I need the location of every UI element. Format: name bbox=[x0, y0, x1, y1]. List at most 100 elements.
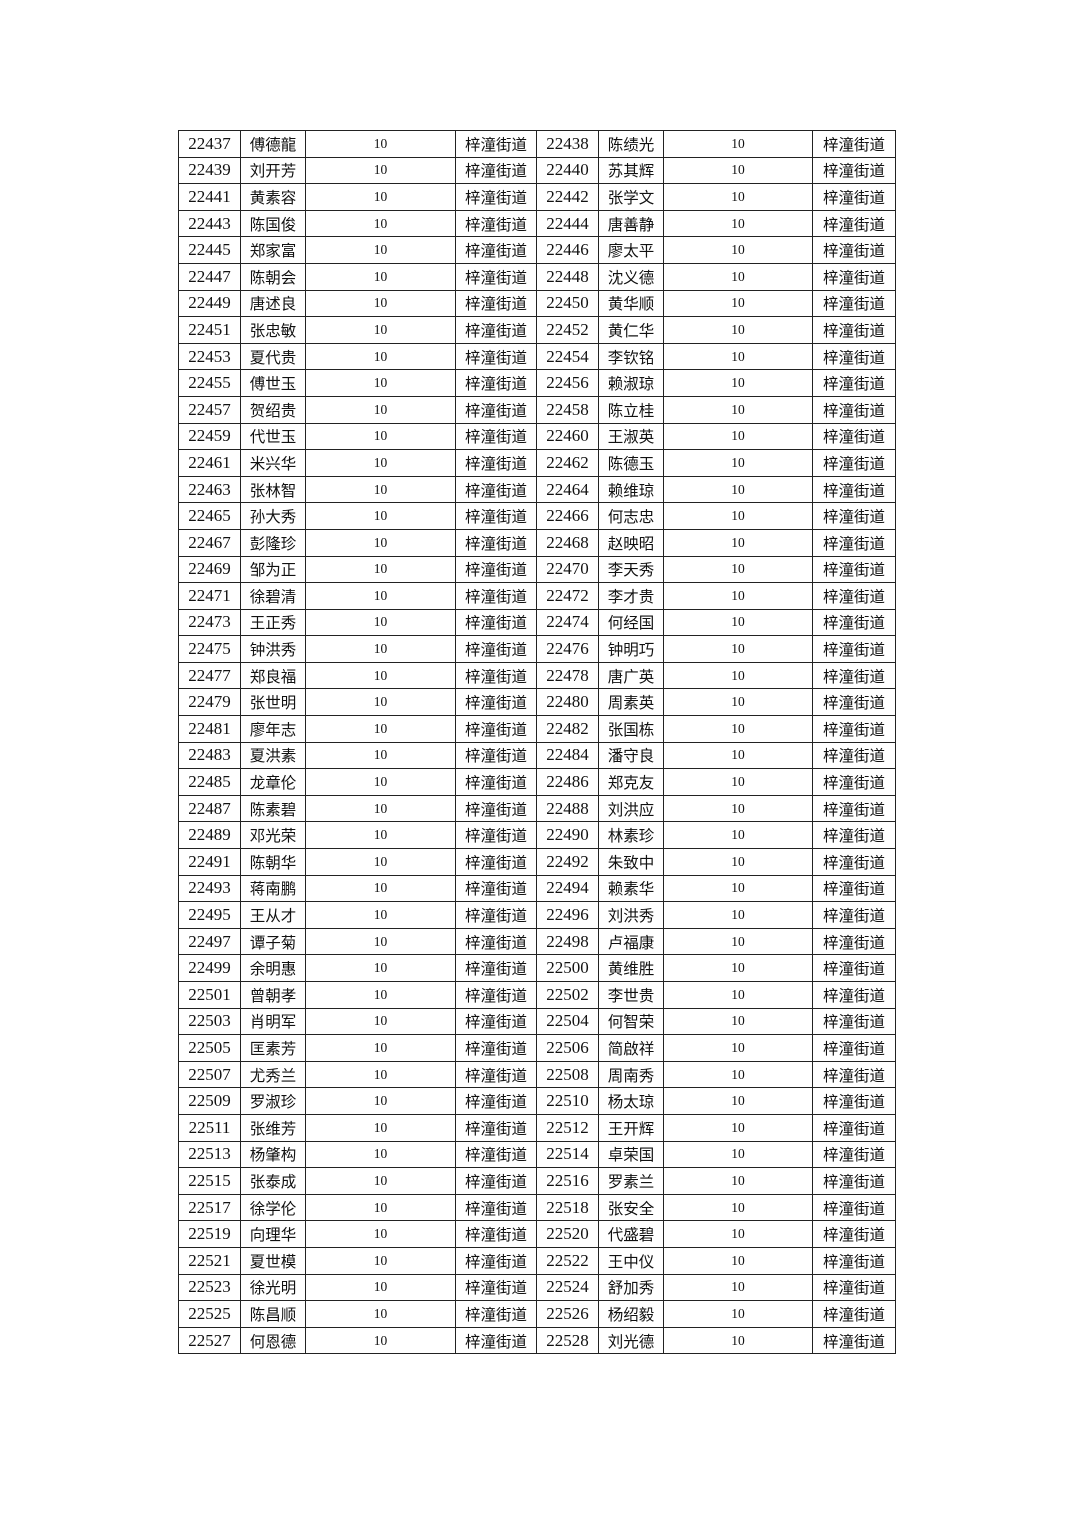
left-amount-cell: 10 bbox=[305, 528, 456, 557]
left-person-name-cell: 郑家富 bbox=[240, 236, 306, 264]
left-street-cell: 梓潼街道 bbox=[455, 661, 537, 690]
left-record-id-cell: 22447 bbox=[178, 262, 241, 291]
right-street-cell: 梓潼街道 bbox=[812, 555, 896, 584]
left-record-id-cell: 22481 bbox=[178, 715, 241, 743]
left-amount-cell: 10 bbox=[305, 874, 456, 903]
table-row: 22507 尤秀兰 10 梓潼街道 22508 周南秀 10 梓潼街道 bbox=[178, 1060, 896, 1089]
left-amount-cell: 10 bbox=[305, 1326, 456, 1355]
left-amount-cell: 10 bbox=[305, 635, 456, 663]
right-amount-cell: 10 bbox=[663, 741, 813, 770]
table-body: 22437 傅德龍 10 梓潼街道 22438 陈绩光 10 梓潼街道 22439 刘开芳 10 梓潼… bbox=[178, 130, 896, 1355]
left-street-cell: 梓潼街道 bbox=[455, 848, 537, 876]
left-person-name-cell: 傅德龍 bbox=[240, 130, 306, 158]
right-record-id-cell: 22454 bbox=[536, 342, 599, 371]
right-street-cell: 梓潼街道 bbox=[812, 502, 896, 530]
right-amount-cell: 10 bbox=[663, 183, 813, 211]
left-amount-cell: 10 bbox=[305, 156, 456, 185]
right-person-name-cell: 李世贵 bbox=[598, 981, 664, 1009]
left-person-name-cell: 陈素碧 bbox=[240, 794, 306, 823]
left-street-cell: 梓潼街道 bbox=[455, 874, 537, 903]
table-row: 22521 夏世模 10 梓潼街道 22522 王中仪 10 梓潼街道 bbox=[178, 1246, 896, 1275]
right-person-name-cell: 何志忠 bbox=[598, 502, 664, 530]
left-street-cell: 梓潼街道 bbox=[455, 715, 537, 743]
right-record-id-cell: 22512 bbox=[536, 1113, 599, 1142]
left-person-name-cell: 向理华 bbox=[240, 1220, 306, 1248]
right-amount-cell: 10 bbox=[663, 1034, 813, 1062]
right-street-cell: 梓潼街道 bbox=[812, 1273, 896, 1302]
right-street-cell: 梓潼街道 bbox=[812, 1034, 896, 1062]
right-street-cell: 梓潼街道 bbox=[812, 661, 896, 690]
left-person-name-cell: 贺绍贵 bbox=[240, 395, 306, 424]
left-street-cell: 梓潼街道 bbox=[455, 209, 537, 238]
left-person-name-cell: 肖明军 bbox=[240, 1007, 306, 1036]
right-street-cell: 梓潼街道 bbox=[812, 954, 896, 982]
table-row: 22497 谭子菊 10 梓潼街道 22498 卢福康 10 梓潼街道 bbox=[178, 927, 896, 956]
right-street-cell: 梓潼街道 bbox=[812, 262, 896, 291]
left-amount-cell: 10 bbox=[305, 901, 456, 929]
right-street-cell: 梓潼街道 bbox=[812, 927, 896, 956]
left-amount-cell: 10 bbox=[305, 794, 456, 823]
right-street-cell: 梓潼街道 bbox=[812, 741, 896, 770]
right-amount-cell: 10 bbox=[663, 635, 813, 663]
right-record-id-cell: 22504 bbox=[536, 1007, 599, 1036]
left-amount-cell: 10 bbox=[305, 1087, 456, 1115]
right-person-name-cell: 赵映昭 bbox=[598, 528, 664, 557]
left-person-name-cell: 罗淑珍 bbox=[240, 1087, 306, 1115]
table-row: 22479 张世明 10 梓潼街道 22480 周素英 10 梓潼街道 bbox=[178, 688, 896, 717]
left-record-id-cell: 22499 bbox=[178, 954, 241, 982]
right-person-name-cell: 钟明巧 bbox=[598, 635, 664, 663]
left-amount-cell: 10 bbox=[305, 183, 456, 211]
table-row: 22453 夏代贵 10 梓潼街道 22454 李钦铭 10 梓潼街道 bbox=[178, 342, 896, 371]
left-person-name-cell: 唐述良 bbox=[240, 289, 306, 318]
left-amount-cell: 10 bbox=[305, 316, 456, 344]
left-person-name-cell: 曾朝孝 bbox=[240, 981, 306, 1009]
left-person-name-cell: 张林智 bbox=[240, 475, 306, 504]
left-record-id-cell: 22453 bbox=[178, 342, 241, 371]
right-person-name-cell: 代盛碧 bbox=[598, 1220, 664, 1248]
right-amount-cell: 10 bbox=[663, 688, 813, 717]
right-record-id-cell: 22484 bbox=[536, 741, 599, 770]
left-person-name-cell: 刘开芳 bbox=[240, 156, 306, 185]
left-record-id-cell: 22477 bbox=[178, 661, 241, 690]
right-person-name-cell: 王淑英 bbox=[598, 422, 664, 451]
left-record-id-cell: 22509 bbox=[178, 1087, 241, 1115]
table-row: 22463 张林智 10 梓潼街道 22464 赖维琼 10 梓潼街道 bbox=[178, 475, 896, 504]
left-amount-cell: 10 bbox=[305, 582, 456, 610]
right-street-cell: 梓潼街道 bbox=[812, 874, 896, 903]
left-record-id-cell: 22503 bbox=[178, 1007, 241, 1036]
table-row: 22467 彭隆珍 10 梓潼街道 22468 赵映昭 10 梓潼街道 bbox=[178, 528, 896, 557]
right-person-name-cell: 陈绩光 bbox=[598, 130, 664, 158]
roster-table: 22437 傅德龍 10 梓潼街道 22438 陈绩光 10 梓潼街道 22439 刘开芳 10 梓潼… bbox=[178, 130, 896, 1355]
left-record-id-cell: 22485 bbox=[178, 768, 241, 796]
left-person-name-cell: 张世明 bbox=[240, 688, 306, 717]
right-street-cell: 梓潼街道 bbox=[812, 1113, 896, 1142]
right-amount-cell: 10 bbox=[663, 981, 813, 1009]
left-street-cell: 梓潼街道 bbox=[455, 342, 537, 371]
right-person-name-cell: 张安全 bbox=[598, 1193, 664, 1222]
right-record-id-cell: 22516 bbox=[536, 1167, 599, 1195]
right-person-name-cell: 简啟祥 bbox=[598, 1034, 664, 1062]
right-amount-cell: 10 bbox=[663, 1273, 813, 1302]
left-street-cell: 梓潼街道 bbox=[455, 927, 537, 956]
left-person-name-cell: 夏洪素 bbox=[240, 741, 306, 770]
table-row: 22487 陈素碧 10 梓潼街道 22488 刘洪应 10 梓潼街道 bbox=[178, 794, 896, 823]
right-street-cell: 梓潼街道 bbox=[812, 449, 896, 477]
right-street-cell: 梓潼街道 bbox=[812, 1220, 896, 1248]
left-street-cell: 梓潼街道 bbox=[455, 1060, 537, 1089]
table-row: 22519 向理华 10 梓潼街道 22520 代盛碧 10 梓潼街道 bbox=[178, 1220, 896, 1248]
left-amount-cell: 10 bbox=[305, 1193, 456, 1222]
left-person-name-cell: 蒋南鹏 bbox=[240, 874, 306, 903]
left-person-name-cell: 张维芳 bbox=[240, 1113, 306, 1142]
left-person-name-cell: 邓光荣 bbox=[240, 821, 306, 850]
table-row: 22473 王正秀 10 梓潼街道 22474 何经国 10 梓潼街道 bbox=[178, 608, 896, 637]
table-row: 22503 肖明军 10 梓潼街道 22504 何智荣 10 梓潼街道 bbox=[178, 1007, 896, 1036]
left-amount-cell: 10 bbox=[305, 1034, 456, 1062]
left-street-cell: 梓潼街道 bbox=[455, 156, 537, 185]
left-street-cell: 梓潼街道 bbox=[455, 821, 537, 850]
right-record-id-cell: 22466 bbox=[536, 502, 599, 530]
right-amount-cell: 10 bbox=[663, 582, 813, 610]
left-amount-cell: 10 bbox=[305, 369, 456, 397]
right-street-cell: 梓潼街道 bbox=[812, 848, 896, 876]
right-street-cell: 梓潼街道 bbox=[812, 582, 896, 610]
table-row: 22485 龙章伦 10 梓潼街道 22486 郑克友 10 梓潼街道 bbox=[178, 768, 896, 796]
